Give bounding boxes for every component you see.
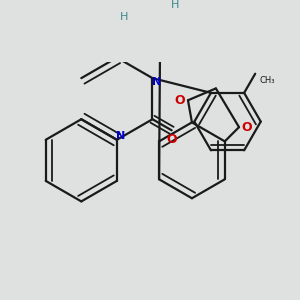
Text: CH₃: CH₃ [259,76,275,85]
Text: N: N [152,77,161,87]
Text: O: O [175,94,185,107]
Text: O: O [242,121,252,134]
Text: H: H [120,12,129,22]
Text: N: N [116,131,125,141]
Text: H: H [170,0,179,10]
Text: O: O [166,133,177,146]
